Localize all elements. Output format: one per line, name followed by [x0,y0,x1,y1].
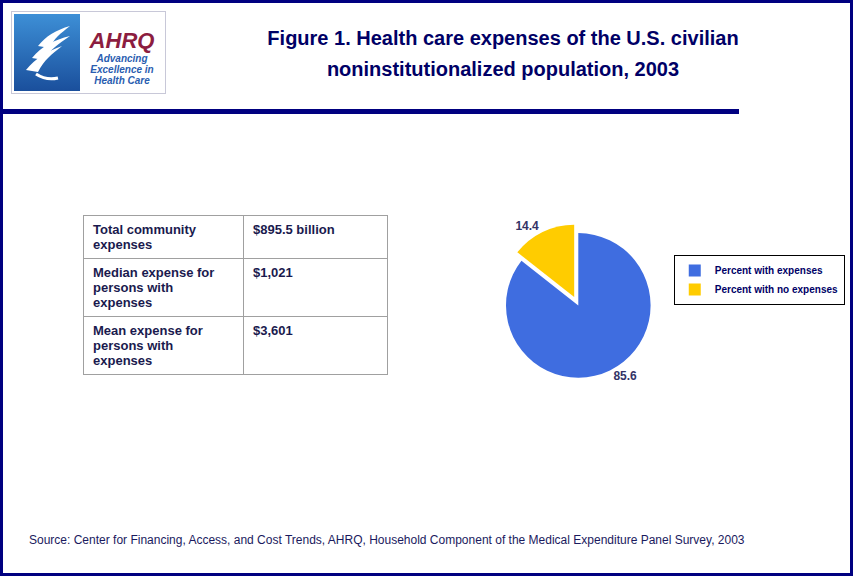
svg-text:Percent with expenses: Percent with expenses [715,265,823,276]
html-text:$895.5 billion: $895.5 billion [253,222,335,237]
svg-text:85.6: 85.6 [613,369,637,383]
html-text:$1,021: $1,021 [253,265,293,280]
html-text:Mean expense for persons with: Mean expense for persons with expenses [93,323,203,368]
html-text:Median expense for persons wit: Median expense for persons with expenses [93,265,215,310]
html-text:$3,601: $3,601 [253,323,293,338]
svg-text:Advancing: Advancing [95,53,147,64]
html-text:Total community expenses: Total community expenses [93,222,196,252]
svg-text:AHRQ: AHRQ [89,28,155,53]
html-text:noninstitutionalized populatio: noninstitutionalized population, 2003 [326,58,680,80]
svg-text:Percent with no expenses: Percent with no expenses [715,284,838,295]
html-text:Figure 1. Health care expenses: Figure 1. Health care expenses of the U.… [267,27,739,49]
svg-text:Health Care: Health Care [94,75,150,86]
html-text:Source: Center for Financing,: Source: Center for Financing, Access, an… [29,533,745,547]
svg-text:Excellence in: Excellence in [90,64,153,75]
svg-text:14.4: 14.4 [515,219,539,233]
